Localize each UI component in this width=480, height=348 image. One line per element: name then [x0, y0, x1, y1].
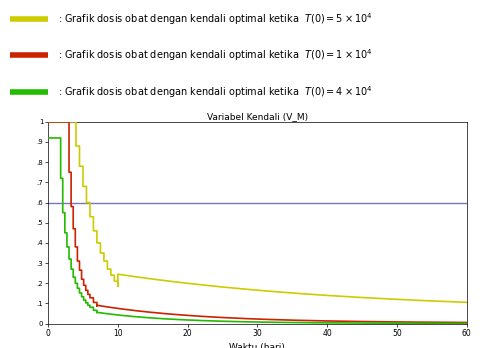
Title: Variabel Kendali (V_M): Variabel Kendali (V_M) [206, 112, 307, 121]
Text: : Grafik dosis obat dengan kendali optimal ketika  $T(0)=4\times10^{4}$: : Grafik dosis obat dengan kendali optim… [58, 84, 372, 100]
Text: : Grafik dosis obat dengan kendali optimal ketika  $T(0)=5\times10^{4}$: : Grafik dosis obat dengan kendali optim… [58, 11, 372, 27]
Text: : Grafik dosis obat dengan kendali optimal ketika  $T(0)=1\times10^{4}$: : Grafik dosis obat dengan kendali optim… [58, 47, 372, 63]
X-axis label: Waktu (hari): Waktu (hari) [229, 343, 285, 348]
